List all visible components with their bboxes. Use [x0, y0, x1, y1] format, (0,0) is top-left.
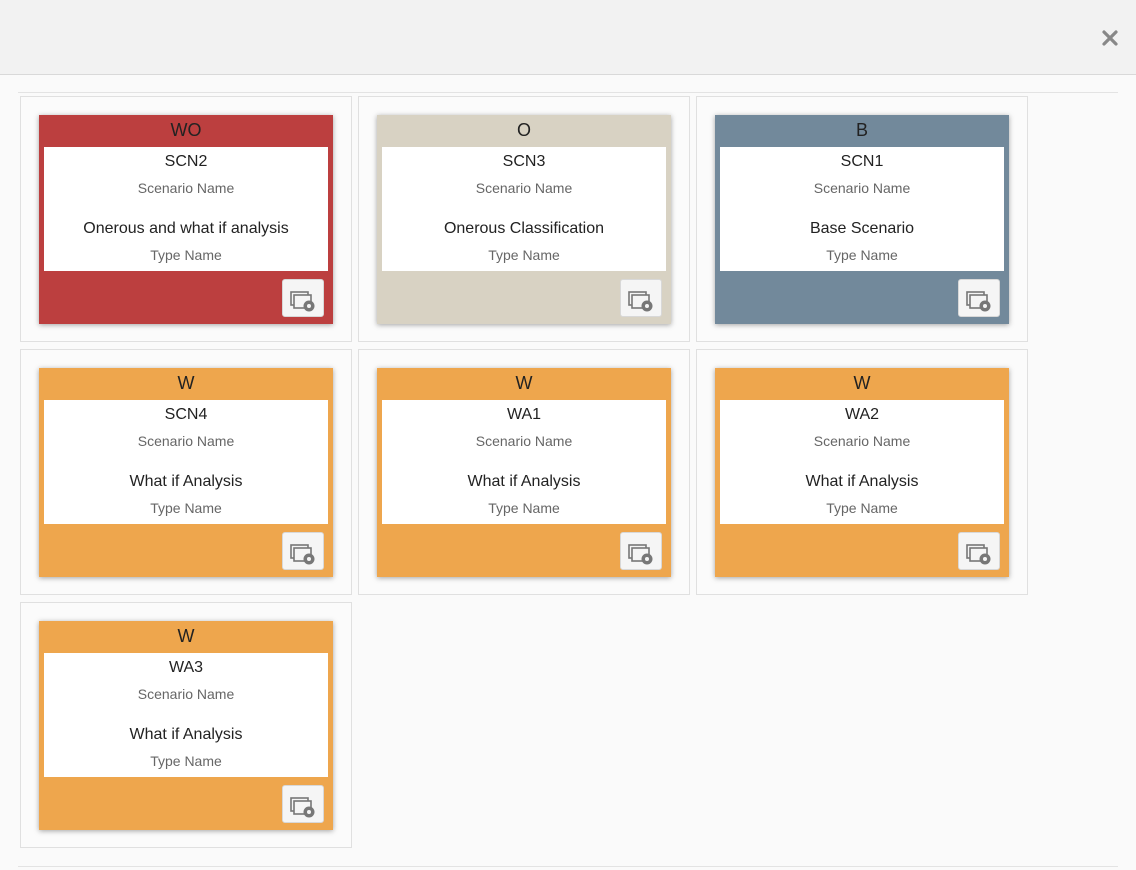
scenario-settings-button[interactable]	[958, 279, 1000, 317]
type-value: What if Analysis	[129, 726, 243, 743]
type-value: Base Scenario	[809, 220, 915, 237]
type-value: What if Analysis	[129, 473, 243, 490]
scenario-card[interactable]: W SCN4 Scenario Name What if Analysis Ty…	[39, 368, 333, 577]
type-value: Onerous Classification	[443, 220, 605, 237]
type-name-label: Type Name	[150, 500, 222, 516]
type-value: What if Analysis	[805, 473, 919, 490]
scenario-settings-icon	[966, 290, 991, 311]
scenario-type-code: W	[177, 373, 195, 393]
scenario-settings-button[interactable]	[958, 532, 1000, 570]
type-name-label: Type Name	[488, 247, 560, 263]
scenario-settings-button[interactable]	[282, 532, 324, 570]
scenario-name-label: Scenario Name	[813, 433, 911, 449]
scenario-card-body: WA1 Scenario Name What if Analysis Type …	[382, 400, 666, 524]
scenario-settings-icon	[290, 543, 315, 564]
scenario-card[interactable]: WO SCN2 Scenario Name Onerous and what i…	[39, 115, 333, 324]
scenario-card-body: SCN3 Scenario Name Onerous Classificatio…	[382, 147, 666, 271]
type-value: What if Analysis	[467, 473, 581, 490]
scenario-type-code: W	[515, 373, 533, 393]
scenario-name-label: Scenario Name	[475, 433, 573, 449]
dialog-body: WO SCN2 Scenario Name Onerous and what i…	[0, 75, 1136, 870]
scenario-card-body: WA2 Scenario Name What if Analysis Type …	[720, 400, 1004, 524]
scenario-code: WA1	[506, 406, 542, 423]
scenario-settings-button[interactable]	[282, 785, 324, 823]
type-name-label: Type Name	[826, 500, 898, 516]
close-icon	[1102, 30, 1118, 46]
scenario-card-body: SCN1 Scenario Name Base Scenario Type Na…	[720, 147, 1004, 271]
scenario-type-code: WO	[170, 120, 202, 140]
type-name-label: Type Name	[488, 500, 560, 516]
scenario-settings-icon	[628, 543, 653, 564]
scenario-code: SCN1	[840, 153, 884, 170]
type-name-label: Type Name	[150, 753, 222, 769]
scenario-code: WA3	[168, 659, 204, 676]
scenario-code: WA2	[844, 406, 880, 423]
scenario-settings-button[interactable]	[282, 279, 324, 317]
scenario-cell: W WA2 Scenario Name What if Analysis Typ…	[696, 349, 1028, 595]
scenario-settings-icon	[290, 290, 315, 311]
scenario-card[interactable]: W WA2 Scenario Name What if Analysis Typ…	[715, 368, 1009, 577]
scenario-cell: W WA1 Scenario Name What if Analysis Typ…	[358, 349, 690, 595]
scenario-name-label: Scenario Name	[813, 180, 911, 196]
scenario-code: SCN2	[164, 153, 208, 170]
scenario-settings-icon	[966, 543, 991, 564]
scenario-name-label: Scenario Name	[475, 180, 573, 196]
scenario-type-code: W	[853, 373, 871, 393]
type-value: Onerous and what if analysis	[83, 220, 289, 237]
scenario-card-body: SCN2 Scenario Name Onerous and what if a…	[44, 147, 328, 271]
scenario-name-label: Scenario Name	[137, 180, 235, 196]
dialog-header	[0, 0, 1136, 75]
scenario-code: SCN4	[164, 406, 208, 423]
scenario-card[interactable]: W WA3 Scenario Name What if Analysis Typ…	[39, 621, 333, 830]
scenario-cell: W SCN4 Scenario Name What if Analysis Ty…	[20, 349, 352, 595]
divider	[18, 866, 1118, 867]
scenario-card[interactable]: W WA1 Scenario Name What if Analysis Typ…	[377, 368, 671, 577]
type-name-label: Type Name	[826, 247, 898, 263]
scenario-cell: WO SCN2 Scenario Name Onerous and what i…	[20, 96, 352, 342]
scenario-settings-button[interactable]	[620, 532, 662, 570]
scenario-card[interactable]: O SCN3 Scenario Name Onerous Classificat…	[377, 115, 671, 324]
scenario-type-code: B	[855, 120, 868, 140]
scenario-card-body: WA3 Scenario Name What if Analysis Type …	[44, 653, 328, 777]
scenario-settings-button[interactable]	[620, 279, 662, 317]
scenario-card-body: SCN4 Scenario Name What if Analysis Type…	[44, 400, 328, 524]
scenario-card[interactable]: B SCN1 Scenario Name Base Scenario Type …	[715, 115, 1009, 324]
close-button[interactable]	[1098, 26, 1122, 50]
scenario-name-label: Scenario Name	[137, 686, 235, 702]
scenario-cell: W WA3 Scenario Name What if Analysis Typ…	[20, 602, 352, 848]
scenario-code: SCN3	[502, 153, 546, 170]
scenario-grid: WO SCN2 Scenario Name Onerous and what i…	[20, 96, 1036, 848]
scenario-name-label: Scenario Name	[137, 433, 235, 449]
scenario-cell: O SCN3 Scenario Name Onerous Classificat…	[358, 96, 690, 342]
scenario-settings-icon	[628, 290, 653, 311]
scenario-settings-icon	[290, 796, 315, 817]
scenario-type-code: W	[177, 626, 195, 646]
divider	[18, 92, 1118, 93]
scenario-type-code: O	[516, 120, 531, 140]
scenario-cell: B SCN1 Scenario Name Base Scenario Type …	[696, 96, 1028, 342]
type-name-label: Type Name	[150, 247, 222, 263]
